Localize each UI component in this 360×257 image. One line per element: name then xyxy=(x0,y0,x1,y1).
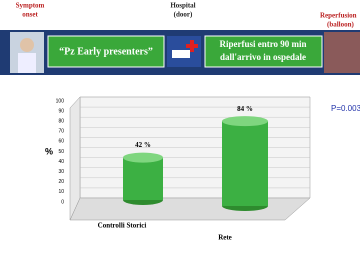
p-value: P=0.003 xyxy=(331,104,360,113)
y-tick-label: 70 xyxy=(58,129,64,135)
step-title: Reperfusion xyxy=(320,12,357,20)
photo-body xyxy=(18,53,36,73)
balloon-image xyxy=(324,32,360,73)
value-label: 42 % xyxy=(135,141,151,149)
y-tick-label: 90 xyxy=(58,108,64,114)
y-tick-label: 30 xyxy=(58,169,64,175)
box-text: dall'arrivo in ospedale xyxy=(220,52,306,62)
slide-canvas: Symptom onset Hospital (door) Reperfusio… xyxy=(0,0,360,257)
y-tick-label: 50 xyxy=(58,149,64,155)
photo-face xyxy=(20,38,34,52)
x-tick-label: Rete xyxy=(218,234,232,242)
box-text: Riperfusi entro 90 min xyxy=(219,39,306,49)
bar-top xyxy=(123,153,163,163)
box-text: “Pz Early presenters” xyxy=(59,46,153,57)
y-tick-label: 20 xyxy=(58,179,64,185)
y-axis-label: % xyxy=(45,146,53,156)
y-tick-label: 0 xyxy=(61,199,64,205)
y-tick-label: 10 xyxy=(58,189,64,195)
bar xyxy=(123,158,163,200)
x-tick-label: Controlli Storici xyxy=(98,222,147,230)
bar-top xyxy=(222,116,268,126)
bed-icon xyxy=(172,50,190,58)
floor xyxy=(70,198,310,220)
step-subtitle: onset xyxy=(22,11,38,19)
step-title: Hospital xyxy=(170,2,195,10)
bar xyxy=(222,121,268,206)
y-tick-label: 80 xyxy=(58,119,64,125)
y-tick-label: 100 xyxy=(56,98,65,104)
value-label: 84 % xyxy=(237,105,253,113)
y-tick-label: 40 xyxy=(58,159,64,165)
step-title: Symptom xyxy=(16,2,45,10)
step-subtitle: (door) xyxy=(174,11,193,19)
y-tick-label: 60 xyxy=(58,139,64,145)
slide: Symptom onset Hospital (door) Reperfusio… xyxy=(0,0,360,257)
side-wall xyxy=(70,97,80,220)
step-subtitle: (balloon) xyxy=(327,21,355,29)
